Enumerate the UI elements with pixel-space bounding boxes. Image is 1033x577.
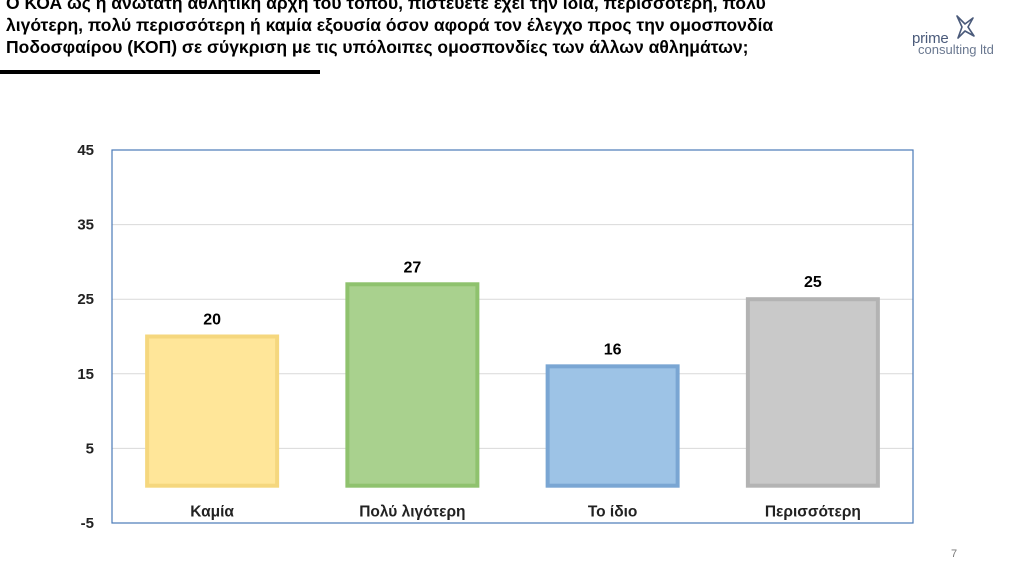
title-line-3: Ποδοσφαίρου (ΚΟΠ) σε σύγκριση με τις υπό… <box>6 37 749 57</box>
y-tick-label: -5 <box>81 515 94 532</box>
title-underline <box>0 70 320 74</box>
y-tick-label: 5 <box>86 440 94 457</box>
data-label: 27 <box>403 259 421 276</box>
bar <box>545 364 680 488</box>
bar <box>345 282 480 488</box>
data-label: 25 <box>804 274 822 291</box>
slide-title: Ο ΚΟΑ ως η ανώτατη αθλητική αρχή του τόπ… <box>6 0 886 58</box>
y-tick-label: 45 <box>77 142 94 159</box>
bar <box>145 334 280 488</box>
title-line-2: λιγότερη, πολύ περισσότερη ή καμία εξουσ… <box>6 15 774 35</box>
company-logo: prime consulting ltd <box>908 14 1018 58</box>
category-label: Το ίδιο <box>588 504 638 521</box>
category-label: Περισσότερη <box>765 504 861 521</box>
y-tick-label: 25 <box>77 291 94 308</box>
y-tick-label: 35 <box>77 217 94 234</box>
bar <box>745 297 880 488</box>
data-label: 16 <box>604 341 622 358</box>
category-label: Καμία <box>190 504 234 521</box>
logo-text-prime: prime <box>912 30 949 47</box>
plot-area-border <box>111 149 914 524</box>
y-tick-label: 15 <box>77 366 94 383</box>
logo-text-consulting: consulting ltd <box>918 42 994 57</box>
page-number: 7 <box>951 548 958 560</box>
data-label: 20 <box>203 312 221 329</box>
star-logo-icon <box>956 15 975 39</box>
category-label: Πολύ λιγότερη <box>359 504 465 521</box>
title-line-1: Ο ΚΟΑ ως η ανώτατη αθλητική αρχή του τόπ… <box>6 0 766 13</box>
